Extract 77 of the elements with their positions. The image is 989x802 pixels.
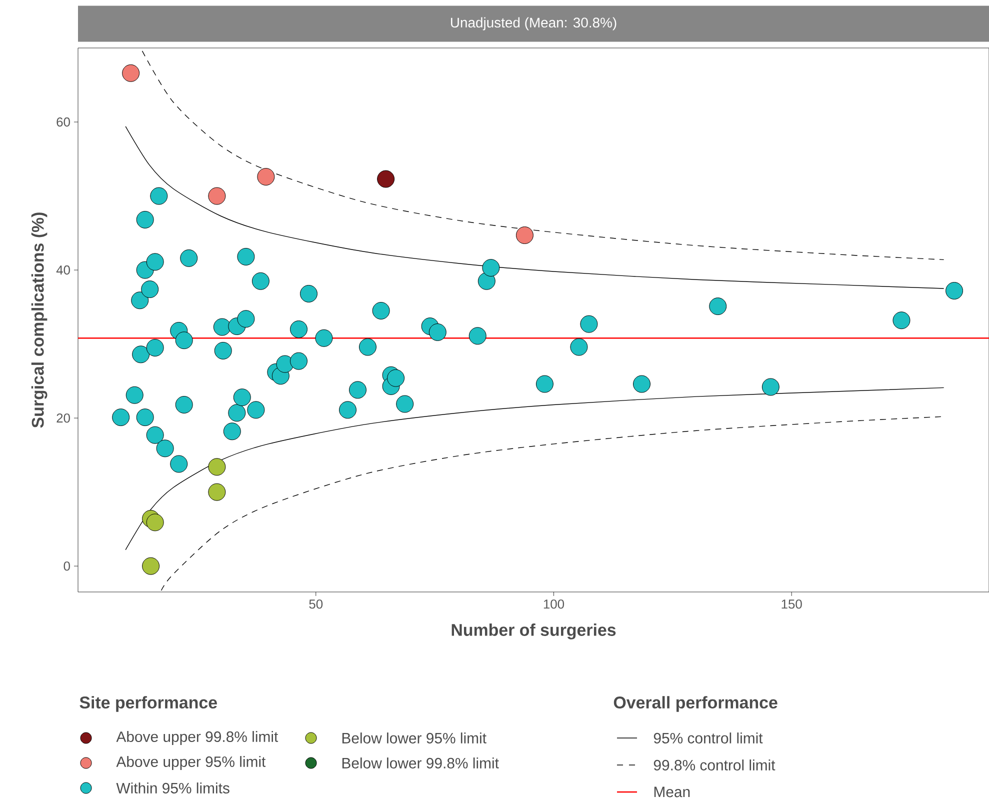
legend-label: Mean bbox=[654, 786, 690, 798]
point bbox=[580, 315, 598, 333]
point bbox=[252, 272, 270, 290]
point bbox=[213, 318, 231, 336]
point bbox=[136, 408, 154, 426]
point bbox=[132, 346, 150, 364]
x-tick-label: 50 bbox=[309, 600, 323, 609]
point bbox=[150, 187, 168, 205]
point bbox=[387, 369, 405, 387]
point bbox=[233, 388, 251, 406]
point bbox=[396, 395, 414, 413]
point bbox=[276, 355, 294, 373]
point bbox=[136, 210, 154, 228]
point bbox=[632, 375, 650, 393]
point bbox=[223, 422, 241, 440]
point bbox=[468, 327, 486, 345]
x-tick-label: 150 bbox=[782, 600, 802, 609]
point bbox=[141, 280, 159, 298]
point bbox=[247, 401, 265, 419]
line-series bbox=[142, 50, 944, 260]
point bbox=[146, 338, 164, 356]
x-axis-title: Number of surgeries bbox=[452, 624, 616, 640]
legend-label: Above upper 95% limit bbox=[116, 756, 266, 770]
legend-label: 95% control limit bbox=[654, 732, 763, 744]
point bbox=[300, 284, 318, 302]
point bbox=[358, 338, 376, 356]
point bbox=[338, 401, 356, 419]
point bbox=[762, 378, 780, 396]
point bbox=[348, 381, 366, 399]
point bbox=[180, 249, 198, 267]
point bbox=[946, 282, 964, 300]
point bbox=[570, 338, 588, 356]
point bbox=[237, 248, 255, 266]
point bbox=[428, 323, 446, 341]
legend-label: Above upper 99.8% limit bbox=[116, 731, 278, 745]
point bbox=[377, 170, 395, 188]
y-axis-title: Surgical complications (%) bbox=[31, 212, 48, 428]
point bbox=[315, 329, 333, 347]
y-tick-label: 60 bbox=[56, 117, 70, 127]
legend-label: Within 95% limits bbox=[116, 782, 230, 794]
point bbox=[122, 64, 140, 82]
point bbox=[536, 375, 554, 393]
legend-label: Below lower 99.8% limit bbox=[342, 758, 499, 768]
point bbox=[175, 396, 193, 414]
text: Overall performance bbox=[614, 696, 778, 712]
point bbox=[237, 310, 255, 328]
point bbox=[146, 253, 164, 271]
chart-title: Unadjusted (Mean: 30.8%) bbox=[450, 17, 616, 30]
point bbox=[208, 458, 226, 476]
point bbox=[146, 426, 164, 444]
point bbox=[170, 455, 188, 473]
x-tick-label: 100 bbox=[544, 600, 564, 609]
point bbox=[208, 187, 226, 205]
point bbox=[112, 408, 130, 426]
point bbox=[156, 440, 174, 458]
y-tick-label: 20 bbox=[56, 413, 70, 423]
point bbox=[290, 352, 308, 370]
legend-label: 99.8% control limit bbox=[654, 760, 776, 770]
legend-label: Below lower 95% limit bbox=[342, 732, 486, 744]
point bbox=[126, 386, 144, 404]
point bbox=[214, 342, 232, 360]
point bbox=[208, 483, 226, 501]
point bbox=[131, 292, 149, 310]
point bbox=[516, 226, 534, 244]
point bbox=[290, 320, 308, 338]
point bbox=[372, 302, 390, 320]
point bbox=[257, 168, 275, 186]
point bbox=[175, 332, 193, 350]
point bbox=[709, 298, 727, 316]
point bbox=[142, 557, 160, 575]
y-tick-label: 40 bbox=[56, 265, 70, 275]
y-tick-label: 0 bbox=[64, 561, 70, 571]
point bbox=[892, 312, 910, 330]
point bbox=[482, 259, 500, 277]
legend-title: Site performance bbox=[80, 696, 217, 712]
point bbox=[146, 514, 164, 532]
point bbox=[228, 404, 246, 422]
